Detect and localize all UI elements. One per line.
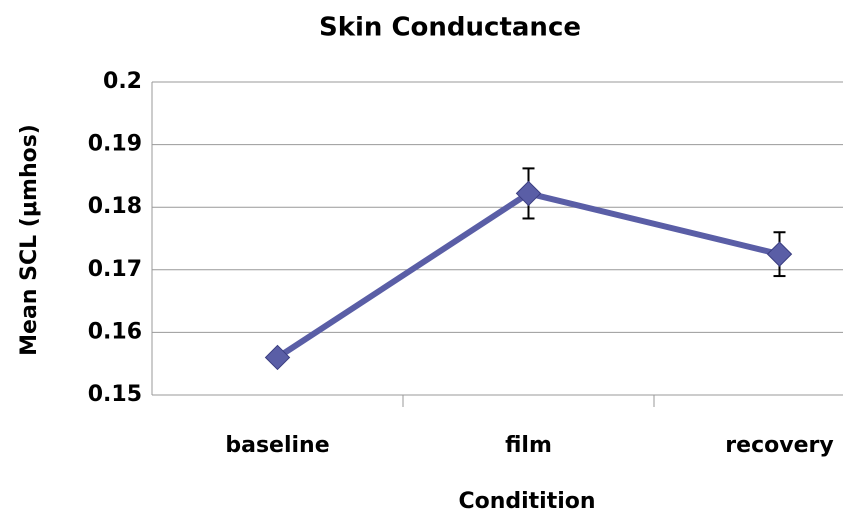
chart-title: Skin Conductance — [319, 13, 581, 43]
y-tick-label: 0.18 — [88, 194, 142, 219]
y-tick-label: 0.19 — [88, 132, 142, 157]
x-tick-label: film — [505, 433, 552, 458]
x-tick-label: baseline — [225, 433, 329, 458]
point-marker — [264, 344, 291, 371]
y-tick-label: 0.16 — [88, 319, 142, 344]
point-marker — [515, 180, 542, 207]
x-tick-label: recovery — [725, 433, 833, 458]
y-tick-label: 0.15 — [88, 382, 142, 407]
point-marker — [766, 241, 793, 267]
x-axis-label: Conditition — [458, 489, 595, 514]
y-tick-label: 0.2 — [103, 69, 142, 94]
y-axis-label: Mean SCL (μmhos) — [17, 124, 42, 356]
y-tick-label: 0.17 — [88, 257, 142, 282]
